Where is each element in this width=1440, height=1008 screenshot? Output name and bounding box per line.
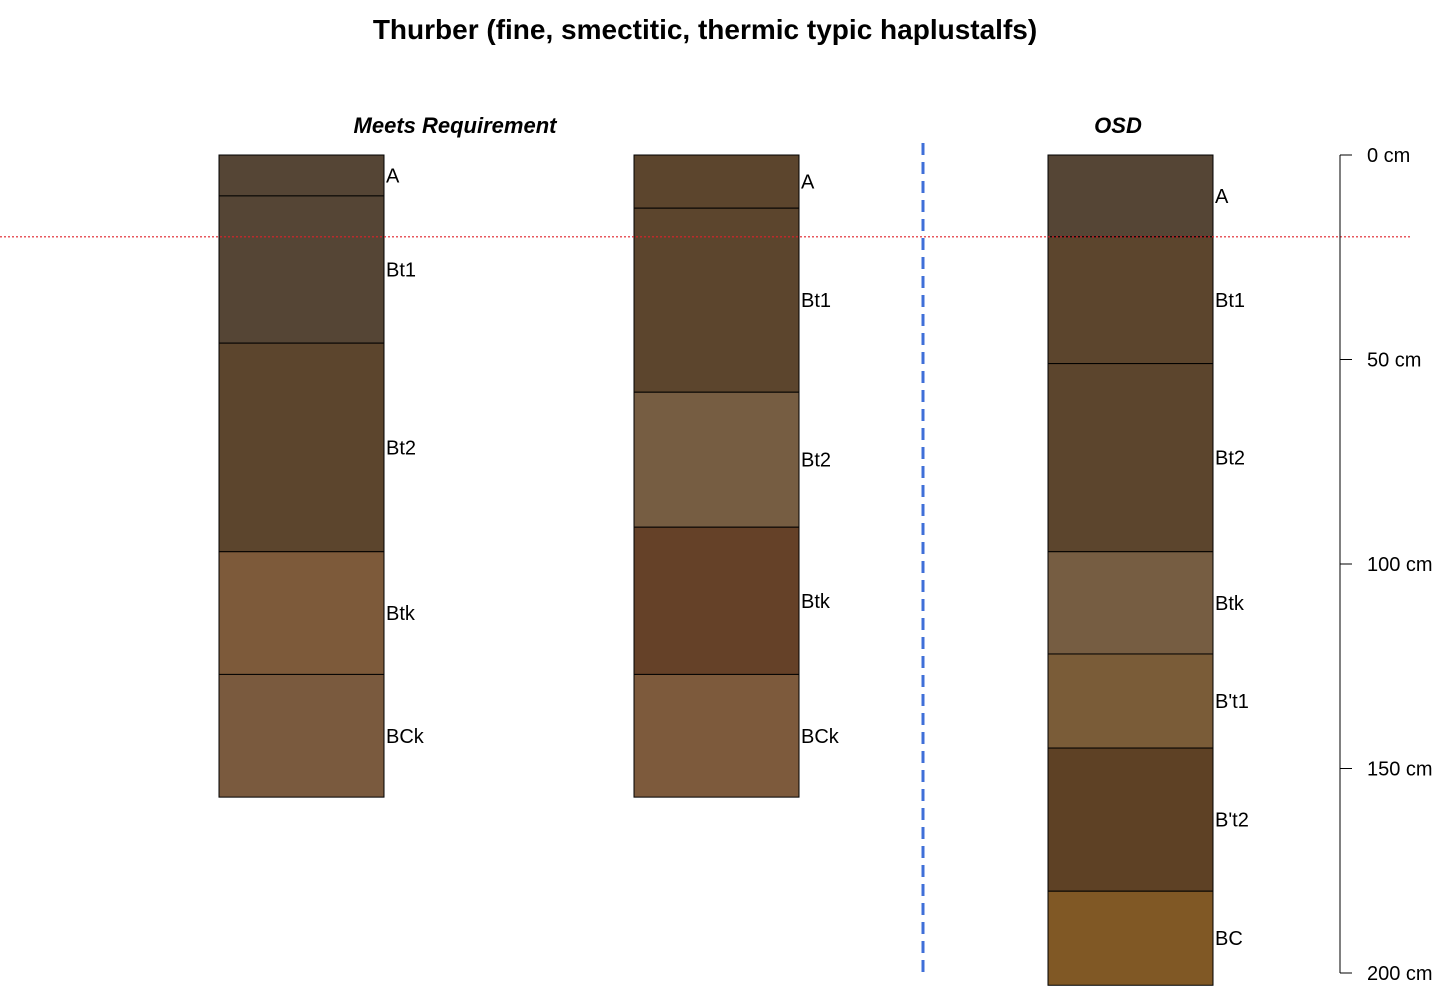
horizon-btk-block xyxy=(633,526,800,675)
horizon-bc-block xyxy=(1047,890,1214,986)
horizon-label: Bt1 xyxy=(1215,290,1245,312)
horizon-bt2-block xyxy=(218,342,385,553)
horizon-bt2-block xyxy=(1047,363,1214,553)
horizon-bt2-block xyxy=(633,391,800,528)
horizon-label: Bt1 xyxy=(801,290,831,312)
horizon-label: BC xyxy=(1215,928,1243,950)
horizon-label: BCk xyxy=(386,726,425,748)
horizon-label: Btk xyxy=(1215,593,1245,615)
horizon-label: Bt2 xyxy=(801,450,831,472)
depth-tick-label: 100 cm xyxy=(1367,554,1433,576)
horizon-label: Bt2 xyxy=(386,437,416,459)
horizon-btk-block xyxy=(218,551,385,675)
horizon-label: Btk xyxy=(801,591,831,613)
horizon-label: Btk xyxy=(386,603,416,625)
horizon-a-block xyxy=(218,154,385,197)
horizon-bt1-block xyxy=(1047,653,1214,749)
group-label-meets-requirement: Meets Requirement xyxy=(354,113,559,138)
horizon-bck-block xyxy=(218,673,385,798)
horizon-btk-block xyxy=(1047,551,1214,655)
horizon-bt1-block xyxy=(633,207,800,393)
diagram-title: Thurber (fine, smectitic, thermic typic … xyxy=(373,14,1037,45)
horizon-label: A xyxy=(1215,186,1229,208)
horizon-bt1-block xyxy=(1047,236,1214,365)
depth-tick-label: 200 cm xyxy=(1367,963,1433,985)
profiles-layer: A Bt1 Bt2 Btk BCk A Bt1 Bt2 Btk BCk A Bt1 Bt2 Btk B't1… xyxy=(218,154,1249,986)
horizon-bt1-block xyxy=(218,195,385,344)
depth-tick-label: 0 cm xyxy=(1367,145,1410,167)
horizon-label: B't1 xyxy=(1215,691,1249,713)
soil-profile-2: A Bt1 Bt2 Btk BCk xyxy=(633,154,840,798)
depth-tick-label: 150 cm xyxy=(1367,759,1433,781)
horizon-label: Bt1 xyxy=(386,260,416,282)
depth-axis: 0 cm 50 cm 100 cm 150 cm 200 cm xyxy=(1339,145,1433,985)
horizon-a-block xyxy=(633,154,800,209)
horizon-a-block xyxy=(1047,154,1214,238)
overlay-layer xyxy=(0,143,1410,972)
depth-tick-label: 50 cm xyxy=(1367,350,1421,372)
group-label-osd: OSD xyxy=(1094,113,1142,138)
horizon-bt2-block xyxy=(1047,747,1214,892)
soil-profile-3: A Bt1 Bt2 Btk B't1 B't2 BC xyxy=(1047,154,1249,986)
horizon-label: B't2 xyxy=(1215,810,1249,832)
horizon-label: BCk xyxy=(801,726,840,748)
horizon-label: A xyxy=(386,165,400,187)
horizon-label: Bt2 xyxy=(1215,448,1245,470)
soil-profile-1: A Bt1 Bt2 Btk BCk xyxy=(218,154,425,798)
horizon-label: A xyxy=(801,172,815,194)
horizon-bck-block xyxy=(633,673,800,798)
